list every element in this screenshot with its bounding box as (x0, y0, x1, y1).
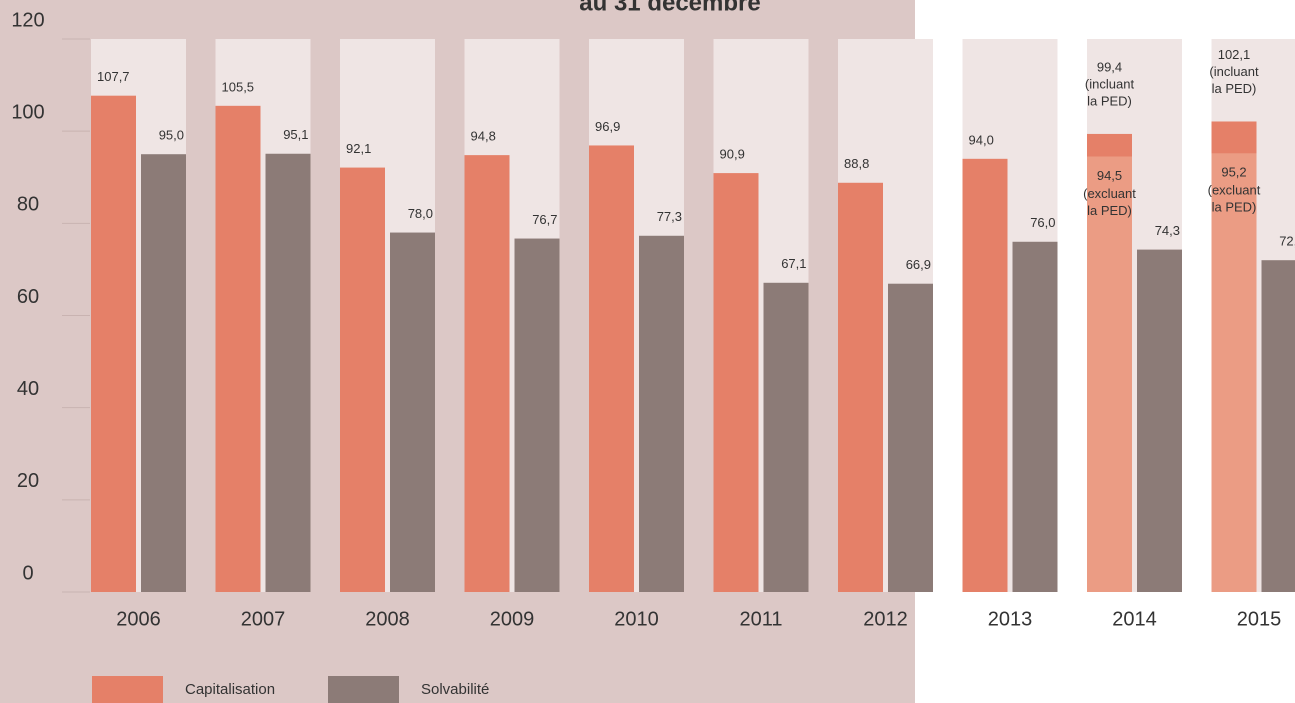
bar (639, 235, 684, 593)
x-tick-label: 2015 (1237, 608, 1282, 630)
bar (838, 182, 883, 592)
value-label: 90,9 (720, 147, 745, 162)
value-label: 88,8 (844, 156, 869, 171)
value-label: 96,9 (595, 119, 620, 134)
value-note: la PED) (1087, 203, 1132, 218)
value-label: 94,0 (969, 132, 994, 147)
value-label: 95,1 (283, 127, 308, 142)
bar (464, 155, 510, 592)
x-tick-label: 2007 (241, 608, 286, 630)
x-tick-label: 2006 (116, 608, 161, 630)
x-tick-label: 2012 (863, 608, 908, 630)
value-note: (excluant (1083, 186, 1136, 201)
y-tick-label: 80 (17, 194, 39, 216)
x-tick-label: 2009 (490, 608, 535, 630)
value-label: 94,8 (471, 129, 496, 144)
bar (1087, 156, 1132, 592)
bar (962, 158, 1008, 593)
value-label: 99,4 (1097, 59, 1122, 74)
bar (1211, 153, 1257, 592)
legend-swatch (92, 676, 163, 703)
x-tick-label: 2008 (365, 608, 410, 630)
bar (390, 232, 435, 593)
value-label: 95,0 (159, 128, 184, 143)
value-label: 76,7 (532, 212, 557, 227)
value-label: 78,0 (408, 206, 433, 221)
bar (1261, 260, 1295, 592)
y-tick-label: 100 (11, 101, 44, 123)
x-tick-label: 2014 (1112, 608, 1157, 630)
value-label: 95,2 (1221, 165, 1246, 180)
y-tick-label: 40 (17, 378, 39, 400)
legend-label: Solvabilité (421, 681, 489, 698)
y-tick-label: 20 (17, 470, 39, 492)
value-label: 67,1 (781, 256, 806, 271)
value-note: la PED) (1212, 200, 1257, 215)
bar (141, 154, 186, 593)
bar (888, 283, 933, 592)
bar (91, 95, 136, 593)
value-note: la PED) (1087, 93, 1132, 108)
bar (589, 145, 634, 592)
bar (1012, 241, 1058, 592)
y-tick-label: 120 (11, 9, 44, 31)
value-note: (incluant (1085, 76, 1135, 91)
bar (215, 105, 261, 592)
legend-label: Capitalisation (185, 681, 275, 698)
value-label: 92,1 (346, 141, 371, 156)
value-label: 72,0 (1279, 234, 1295, 249)
value-label: 76,0 (1030, 215, 1055, 230)
x-tick-label: 2013 (988, 608, 1033, 630)
x-tick-label: 2011 (739, 608, 782, 630)
value-label: 105,5 (222, 79, 255, 94)
bar (514, 238, 560, 592)
value-label: 66,9 (906, 257, 931, 272)
value-label: 94,5 (1097, 168, 1122, 183)
legend-swatch (328, 676, 399, 703)
y-tick-label: 0 (22, 562, 33, 584)
bar (1137, 249, 1182, 592)
bar (763, 282, 809, 592)
value-note: (excluant (1208, 183, 1261, 198)
value-label: 74,3 (1155, 223, 1180, 238)
value-note: (incluant (1209, 64, 1259, 79)
bar (265, 153, 311, 592)
value-label: 107,7 (97, 69, 130, 84)
bar (713, 173, 759, 593)
value-label: 102,1 (1218, 47, 1251, 62)
chart-title: au 31 décembre (579, 0, 760, 16)
bar (340, 167, 385, 592)
y-tick-label: 60 (17, 286, 39, 308)
value-label: 77,3 (657, 209, 682, 224)
x-tick-label: 2010 (614, 608, 659, 630)
value-note: la PED) (1212, 81, 1257, 96)
